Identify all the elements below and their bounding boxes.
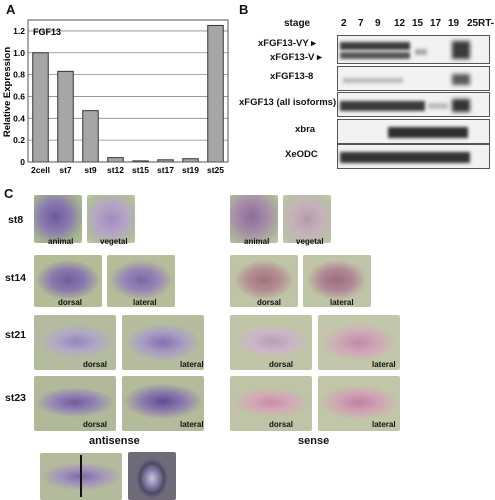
bar-st7	[57, 70, 74, 163]
bar-st25	[207, 24, 224, 163]
blot-band-xbra	[337, 119, 490, 144]
bar-st12	[107, 157, 124, 163]
view-label: dorsal	[83, 360, 108, 369]
embryo-st8-sense-vegetal	[283, 195, 331, 243]
blot-label-xfgf13-all: xFGF13 (all isoforms)	[239, 97, 337, 108]
chart-x-ticks: 2cell st7 st9 st12 st15 st17 st19 st25	[31, 165, 224, 175]
stage-number: 12	[394, 18, 406, 29]
view-label: lateral	[372, 420, 396, 429]
view-label: lateral	[180, 360, 204, 369]
bar-2cell	[32, 52, 49, 163]
blot-label-xfgf13-vy: xFGF13-VY ▸	[258, 38, 316, 49]
embryo-st21-antisense-dorsal	[34, 315, 116, 370]
arrow-icon: ▸	[317, 52, 322, 63]
blot-label-xfgf13-8: xFGF13-8	[270, 71, 314, 82]
blot-stage-title: stage	[284, 18, 311, 29]
embryo-st23-sense-lateral	[318, 376, 400, 431]
embryo-st21-sense-dorsal	[230, 315, 312, 370]
view-label: animal	[244, 237, 270, 246]
chart-title: FGF13	[33, 27, 61, 37]
embryo-st14-sense-lateral	[303, 255, 371, 307]
stage-number: 25	[467, 18, 479, 29]
chart-y-ticks: 0 0.2 0.4 0.6 0.8 1.0 1.2	[13, 26, 25, 167]
embryo-transverse-section	[128, 452, 176, 500]
stage-number: 7	[358, 18, 364, 29]
embryo-st21-antisense-lateral	[122, 315, 204, 370]
blot-band-xeodc	[337, 144, 490, 169]
view-label: dorsal	[257, 298, 282, 307]
row-label-st8: st8	[8, 214, 24, 226]
x-tick-label: st12	[107, 165, 124, 175]
group-label-sense: sense	[298, 435, 330, 447]
x-tick-label: st15	[132, 165, 149, 175]
y-tick-label: 0.4	[13, 113, 25, 123]
stage-number: RT-	[478, 18, 495, 29]
y-tick-label: 1.0	[13, 48, 25, 58]
embryo-st21-sense-lateral	[318, 315, 400, 370]
view-label: dorsal	[58, 298, 83, 307]
embryo-st23-sense-dorsal	[230, 376, 312, 431]
y-tick-label: 0.8	[13, 70, 25, 80]
embryo-st23-antisense-lateral	[122, 376, 204, 431]
x-tick-label: st7	[59, 165, 72, 175]
arrow-icon: ▸	[311, 38, 316, 49]
x-tick-label: st25	[207, 165, 224, 175]
x-tick-label: 2cell	[31, 165, 50, 175]
embryo-st14-sense-dorsal	[230, 255, 298, 307]
panel-label-c: C	[4, 186, 14, 201]
embryo-st8-antisense-animal	[34, 195, 82, 243]
stage-number: 9	[375, 18, 381, 29]
view-label: lateral	[180, 420, 204, 429]
blot-label-xeodc: XeODC	[285, 149, 318, 160]
panel-label-a: A	[6, 2, 16, 17]
view-label: animal	[48, 237, 74, 246]
chart-y-axis-label: Relative Expression	[2, 47, 13, 137]
view-label: dorsal	[269, 360, 294, 369]
view-label: dorsal	[83, 420, 108, 429]
row-label-st14: st14	[5, 272, 27, 284]
view-label: vegetal	[100, 237, 128, 246]
chart-plot-frame	[27, 19, 229, 163]
view-label: dorsal	[269, 420, 294, 429]
stage-number: 19	[448, 18, 460, 29]
embryo-st14-antisense-lateral	[107, 255, 175, 307]
embryo-st23-antisense-dorsal	[34, 376, 116, 431]
bar-st9	[82, 110, 99, 163]
stage-number: 15	[412, 18, 424, 29]
y-tick-label: 0	[20, 157, 25, 167]
row-label-st21: st21	[5, 329, 27, 341]
x-tick-label: st17	[157, 165, 174, 175]
view-label: lateral	[330, 298, 354, 307]
stage-number: 17	[430, 18, 442, 29]
section-line	[80, 455, 82, 497]
embryo-st23-section-plane	[40, 453, 122, 500]
y-tick-label: 0.6	[13, 91, 25, 101]
embryo-st14-antisense-dorsal	[34, 255, 102, 307]
blot-label-xfgf13-v: xFGF13-V ▸	[270, 52, 322, 63]
blot-band-fgf13-all	[337, 92, 490, 117]
bar-chart: 0 0.2 0.4 0.6 0.8 1.0 1.2 2cell st7 st9 st12 st15 s…	[2, 19, 229, 175]
embryo-st8-antisense-vegetal	[87, 195, 135, 243]
view-label: lateral	[372, 360, 396, 369]
panel-label-b: B	[239, 2, 249, 17]
row-label-st23: st23	[5, 392, 27, 404]
group-label-antisense: antisense	[89, 435, 140, 447]
view-label: lateral	[133, 298, 157, 307]
stage-number: 2	[341, 18, 347, 29]
chart-bars	[32, 24, 224, 163]
view-label: vegetal	[296, 237, 324, 246]
x-tick-label: st19	[182, 165, 199, 175]
x-tick-label: st9	[84, 165, 97, 175]
blot-band-fgf13-v	[337, 35, 490, 64]
y-tick-label: 0.2	[13, 135, 25, 145]
embryo-st8-sense-animal	[230, 195, 278, 243]
blot-label-xbra: xbra	[295, 124, 316, 135]
y-tick-label: 1.2	[13, 26, 25, 36]
blot-band-fgf13-8	[337, 66, 490, 91]
